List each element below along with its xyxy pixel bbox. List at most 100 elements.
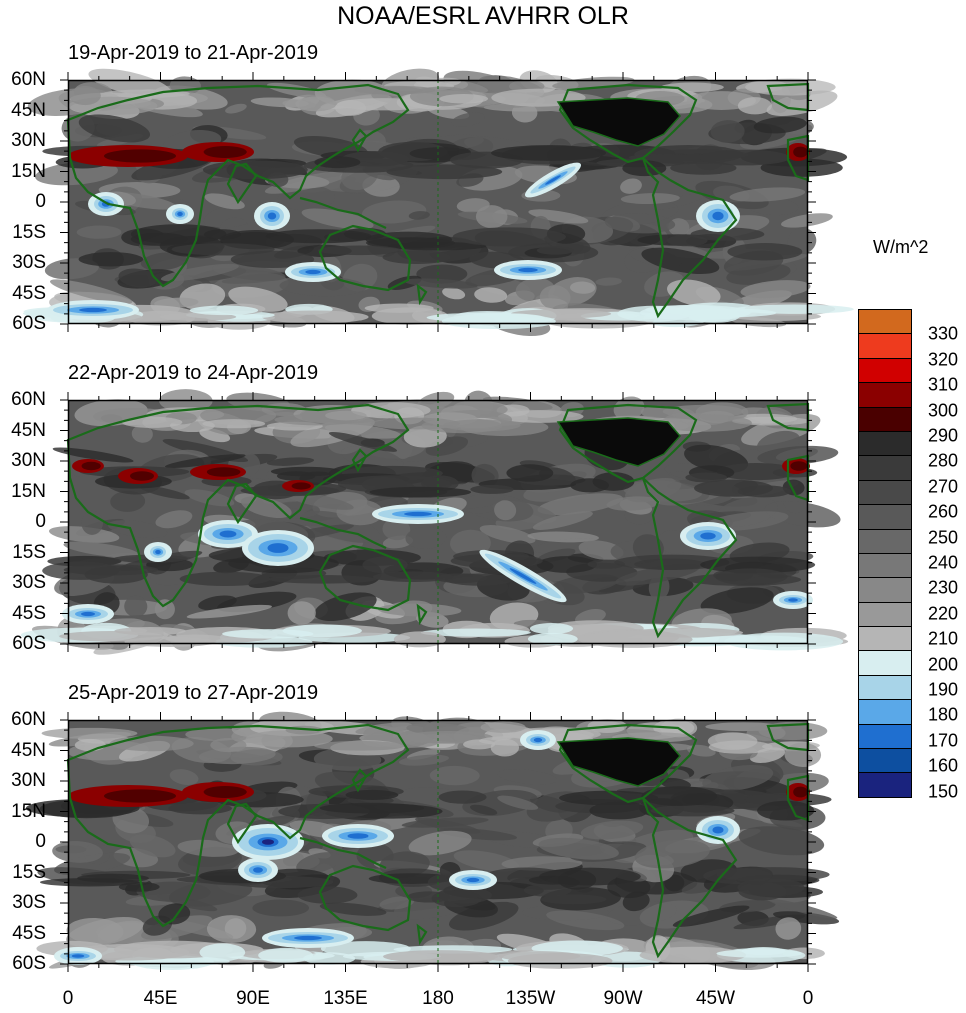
olr-contour [131,425,153,443]
olr-contour [790,461,808,471]
olr-contour [169,769,199,786]
olr-contour [107,520,168,539]
olr-contour [104,789,176,803]
colorbar-swatch [858,504,912,530]
olr-contour [545,175,561,185]
lat-label: 60S [12,633,46,654]
coastline [416,923,428,946]
olr-contour [52,447,134,463]
olr-contour [444,573,514,586]
colorbar-label: 270 [928,476,959,497]
olr-contour [737,97,772,115]
colorbar-label: 240 [928,552,959,573]
olr-contour [408,211,430,220]
lat-label: 0 [35,831,46,852]
olr-contour [666,234,708,247]
coastline [66,83,410,288]
olr-contour [49,279,133,304]
olr-contour [401,817,489,828]
olr-contour [498,951,581,962]
map-frame [67,719,809,965]
olr-contour [650,804,735,817]
olr-contour [670,161,737,175]
colorbar-label: 200 [928,654,959,675]
olr-contour [634,839,710,869]
olr-contour [453,850,520,872]
coastline [226,482,258,525]
olr-contour [729,187,806,202]
colorbar-label: 180 [928,704,959,725]
coastline [558,403,698,484]
olr-contour [606,496,660,511]
olr-contour [78,114,151,143]
lat-label: 60N [11,69,46,90]
colorbar-swatch [858,309,912,335]
olr-contour [121,416,183,428]
olr-contour [622,160,667,177]
olr-contour [667,279,721,306]
olr-contour [710,120,745,143]
colorbar-swatch [858,479,912,506]
olr-contour [408,830,472,856]
colorbar-swatch [858,577,912,603]
olr-contour [497,795,539,810]
coastline [318,224,412,292]
olr-contour [768,898,838,919]
olr-contour [314,592,377,621]
olr-contour [267,212,277,220]
olr-contour [118,268,157,288]
olr-contour [177,839,240,857]
olr-contour [253,867,263,873]
olr-map [25,711,840,972]
lat-label: 60S [12,313,46,334]
colorbar-label: 210 [928,628,959,649]
olr-contour [715,568,788,586]
olr-contour [39,878,140,887]
olr-contour [441,313,556,330]
olr-contour [189,305,259,316]
colorbar-label: 190 [928,679,959,700]
olr-contour [536,246,574,255]
olr-contour [793,146,808,158]
olr-contour [580,820,644,840]
coastline [558,723,698,804]
olr-contour [620,193,680,205]
olr-contour [528,209,589,224]
olr-contour [716,463,797,481]
coastline [641,157,738,319]
olr-contour [641,786,718,807]
olr-contour [130,471,154,481]
olr-contour [578,630,693,648]
olr-contour [206,467,241,477]
colorbar-swatch [858,626,912,652]
coastline [786,134,810,182]
lat-label: 45S [12,922,46,944]
olr-contour [538,837,619,860]
olr-contour [398,754,449,766]
olr-contour [347,833,369,839]
lon-label: 0 [62,988,74,1009]
olr-contour [294,935,322,941]
panel-title-3: 25-Apr-2019 to 27-Apr-2019 [68,682,319,704]
olr-contour [712,211,724,221]
olr-contour [69,86,101,106]
olr-contour [745,78,836,96]
olr-contour [262,839,274,845]
olr-contour [406,891,451,903]
coastline [766,722,810,752]
olr-contour [452,227,566,247]
olr-contour [71,954,85,958]
coastline [66,723,410,928]
olr-contour [365,231,452,248]
olr-contour [420,628,531,637]
olr-contour [537,493,624,515]
lat-label: 15N [11,800,46,822]
lat-label: 0 [35,511,46,532]
olr-contour [328,431,398,452]
lat-label: 15N [11,480,46,502]
olr-contour [429,765,480,786]
olr-contour [738,826,825,856]
olr-contour [41,727,138,739]
coastline [299,516,387,549]
olr-contour [203,146,247,158]
